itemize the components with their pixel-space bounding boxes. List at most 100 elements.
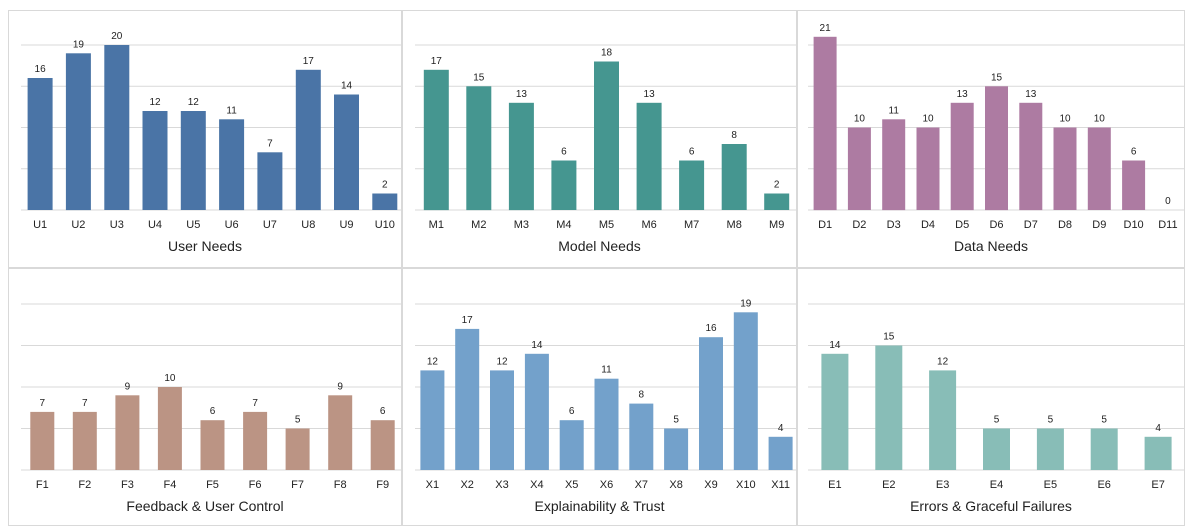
model-needs-value-label-m1: 17 [431,56,443,67]
explainability-trust-tick-label-x6: X6 [600,479,613,491]
user-needs-bar-u3 [104,45,130,210]
feedback-chart: 7 F1 7 F2 9 F3 10 F4 6 F5 7 F6 5 F7 9 F8 6 F9 [21,303,403,491]
errors-graceful-failures-bar-e4 [983,428,1010,470]
explainability-trust-value-label-x9: 16 [705,323,717,334]
explainability-trust-value-label-x5: 6 [569,406,575,417]
data-needs-tick-label-d10: D10 [1124,219,1144,231]
explainability-trust-bar-x10 [733,312,758,470]
explainability-trust-tick-label-x10: X10 [736,479,756,491]
model-needs-tick-label-m6: M6 [641,219,656,231]
explainability-trust-tick-label-x2: X2 [460,479,473,491]
explainability-trust-value-label-x11: 4 [778,423,784,434]
data-needs-chart: 21D110D211D310D413D515D613D710D810D96D10… [808,23,1185,231]
explainability-chart: 12 X1 17 X2 12 X3 14 X4 6 X5 11 X6 8 X7 5 X8 16 X9 19 X10 4 X… [415,298,798,491]
errors-graceful-failures-bar-e6 [1090,428,1118,470]
data-needs-value-label-d3: 11 [889,105,900,116]
user-needs-bar-u7 [257,152,283,211]
user-needs-value-label-u10: 2 [382,180,388,191]
user-needs-tick-label-u1: U1 [33,219,47,231]
model-needs-bar-m3 [508,102,534,211]
explainability-trust-bar-x5 [559,420,584,470]
feedback-user-control-value-label-f3: 9 [125,381,131,392]
explainability-trust-bar-x7 [629,403,654,470]
errors-graceful-failures-tick-label-e7: E7 [1151,479,1164,491]
user-needs-value-label-u8: 17 [303,56,315,67]
explainability-trust-bar-x8 [664,428,689,470]
model-needs-tick-label-m8: M8 [727,219,742,231]
user-needs-tick-label-u10: U10 [375,219,395,231]
errors-graceful-failures-value-label-e3: 12 [937,356,949,367]
explainability-trust-value-label-x4: 14 [531,340,543,351]
feedback-user-control-tick-label-f9: F9 [376,479,389,491]
data-needs-value-label-d9: 10 [1094,114,1106,125]
feedback-user-control-bar-f4 [157,387,182,470]
data-needs-bar-d4 [916,127,940,210]
feedback-user-control-value-label-f5: 6 [210,406,216,417]
data-needs-tick-label-d11: D11 [1158,219,1177,231]
explainability-trust-tick-label-x9: X9 [704,479,717,491]
data-needs-tick-label-d8: D8 [1058,219,1072,231]
model-needs-value-label-m9: 2 [774,180,780,191]
explainability-trust-tick-label-x11: X11 [771,479,790,491]
feedback-user-control-tick-label-f4: F4 [163,479,176,491]
feedback-user-control-tick-label-f2: F2 [78,479,91,491]
model-needs-bar-m6 [636,102,662,211]
data-needs-bar-d8 [1053,127,1077,210]
feedback-user-control-bar-f7 [285,428,310,470]
data-needs-tick-label-d6: D6 [989,219,1003,231]
model-needs-bar-m2 [466,86,492,211]
user-needs-bar-u6 [219,119,245,211]
model-needs-tick-label-m4: M4 [556,219,571,231]
explainability-trust-tick-label-x7: X7 [635,479,648,491]
model-needs-bar-m1 [423,69,449,211]
errors-graceful-failures-value-label-e2: 15 [883,332,895,343]
feedback-user-control-tick-label-f7: F7 [291,479,304,491]
model-needs-chart: 17 M1 15 M2 13 M3 6 M4 18 M5 13 M6 6 M7 8 M8 2 M9 [415,44,798,231]
data-needs-tick-label-d9: D9 [1092,219,1106,231]
explainability-trust-tick-label-x1: X1 [426,479,439,491]
explainability-trust-tick-label-x5: X5 [565,479,578,491]
model-needs-value-label-m7: 6 [689,147,695,158]
data-needs-bar-d5 [950,102,974,211]
feedback-user-control-value-label-f1: 7 [40,398,46,409]
user-needs-title: User Needs [168,238,242,254]
user-needs-value-label-u7: 7 [267,138,273,149]
errors-panel: 14 E1 15 E2 12 E3 5 E4 5 E5 5 E6 4 E7 Errors & Gracef… [797,268,1185,526]
feedback-user-control-value-label-f8: 9 [337,381,343,392]
user-needs-bar-u4 [142,111,168,210]
errors-graceful-failures-bar-e3 [929,370,957,470]
explainability-trust-value-label-x7: 8 [639,390,645,401]
model-needs-value-label-m6: 13 [644,89,656,100]
user-needs-tick-label-u6: U6 [225,219,239,231]
explainability-trust-value-label-x3: 12 [496,356,508,367]
feedback-user-control-tick-label-f1: F1 [36,479,49,491]
errors-graceful-failures-value-label-e7: 4 [1155,423,1161,434]
feedback-user-control-tick-label-f6: F6 [249,479,262,491]
data-needs-value-label-d8: 10 [1059,114,1071,125]
explainability-trust-value-label-x10: 19 [740,298,752,309]
feedback-user-control-tick-label-f5: F5 [206,479,219,491]
user-needs-bar-u5 [180,111,206,210]
data-needs-bar-d9 [1087,127,1111,210]
model-needs-tick-label-m9: M9 [769,219,784,231]
data-needs-tick-label-d2: D2 [852,219,866,231]
user-needs-tick-label-u5: U5 [186,219,200,231]
feedback-user-control-bar-f2 [72,411,97,470]
user-needs-bar-u1 [27,78,53,210]
model-needs-tick-label-m3: M3 [514,219,529,231]
model-needs-value-label-m5: 18 [601,48,613,59]
errors-graceful-failures-value-label-e1: 14 [829,340,841,351]
user-needs-bar-u9 [334,94,359,210]
user-needs-tick-label-u7: U7 [263,219,277,231]
model-needs-tick-label-m2: M2 [471,219,486,231]
errors-graceful-failures-tick-label-e1: E1 [828,479,841,491]
data-needs-bar-d6 [985,86,1008,211]
errors-graceful-failures-value-label-e5: 5 [1048,415,1054,426]
explainability-trust-tick-label-x3: X3 [495,479,508,491]
explainability-trust-value-label-x8: 5 [673,415,679,426]
data-needs-value-label-d5: 13 [957,89,969,100]
user-needs-value-label-u1: 16 [35,64,47,75]
data-needs-tick-label-d5: D5 [955,219,969,231]
data-needs-value-label-d4: 10 [922,114,934,125]
user-needs-value-label-u4: 12 [149,97,161,108]
